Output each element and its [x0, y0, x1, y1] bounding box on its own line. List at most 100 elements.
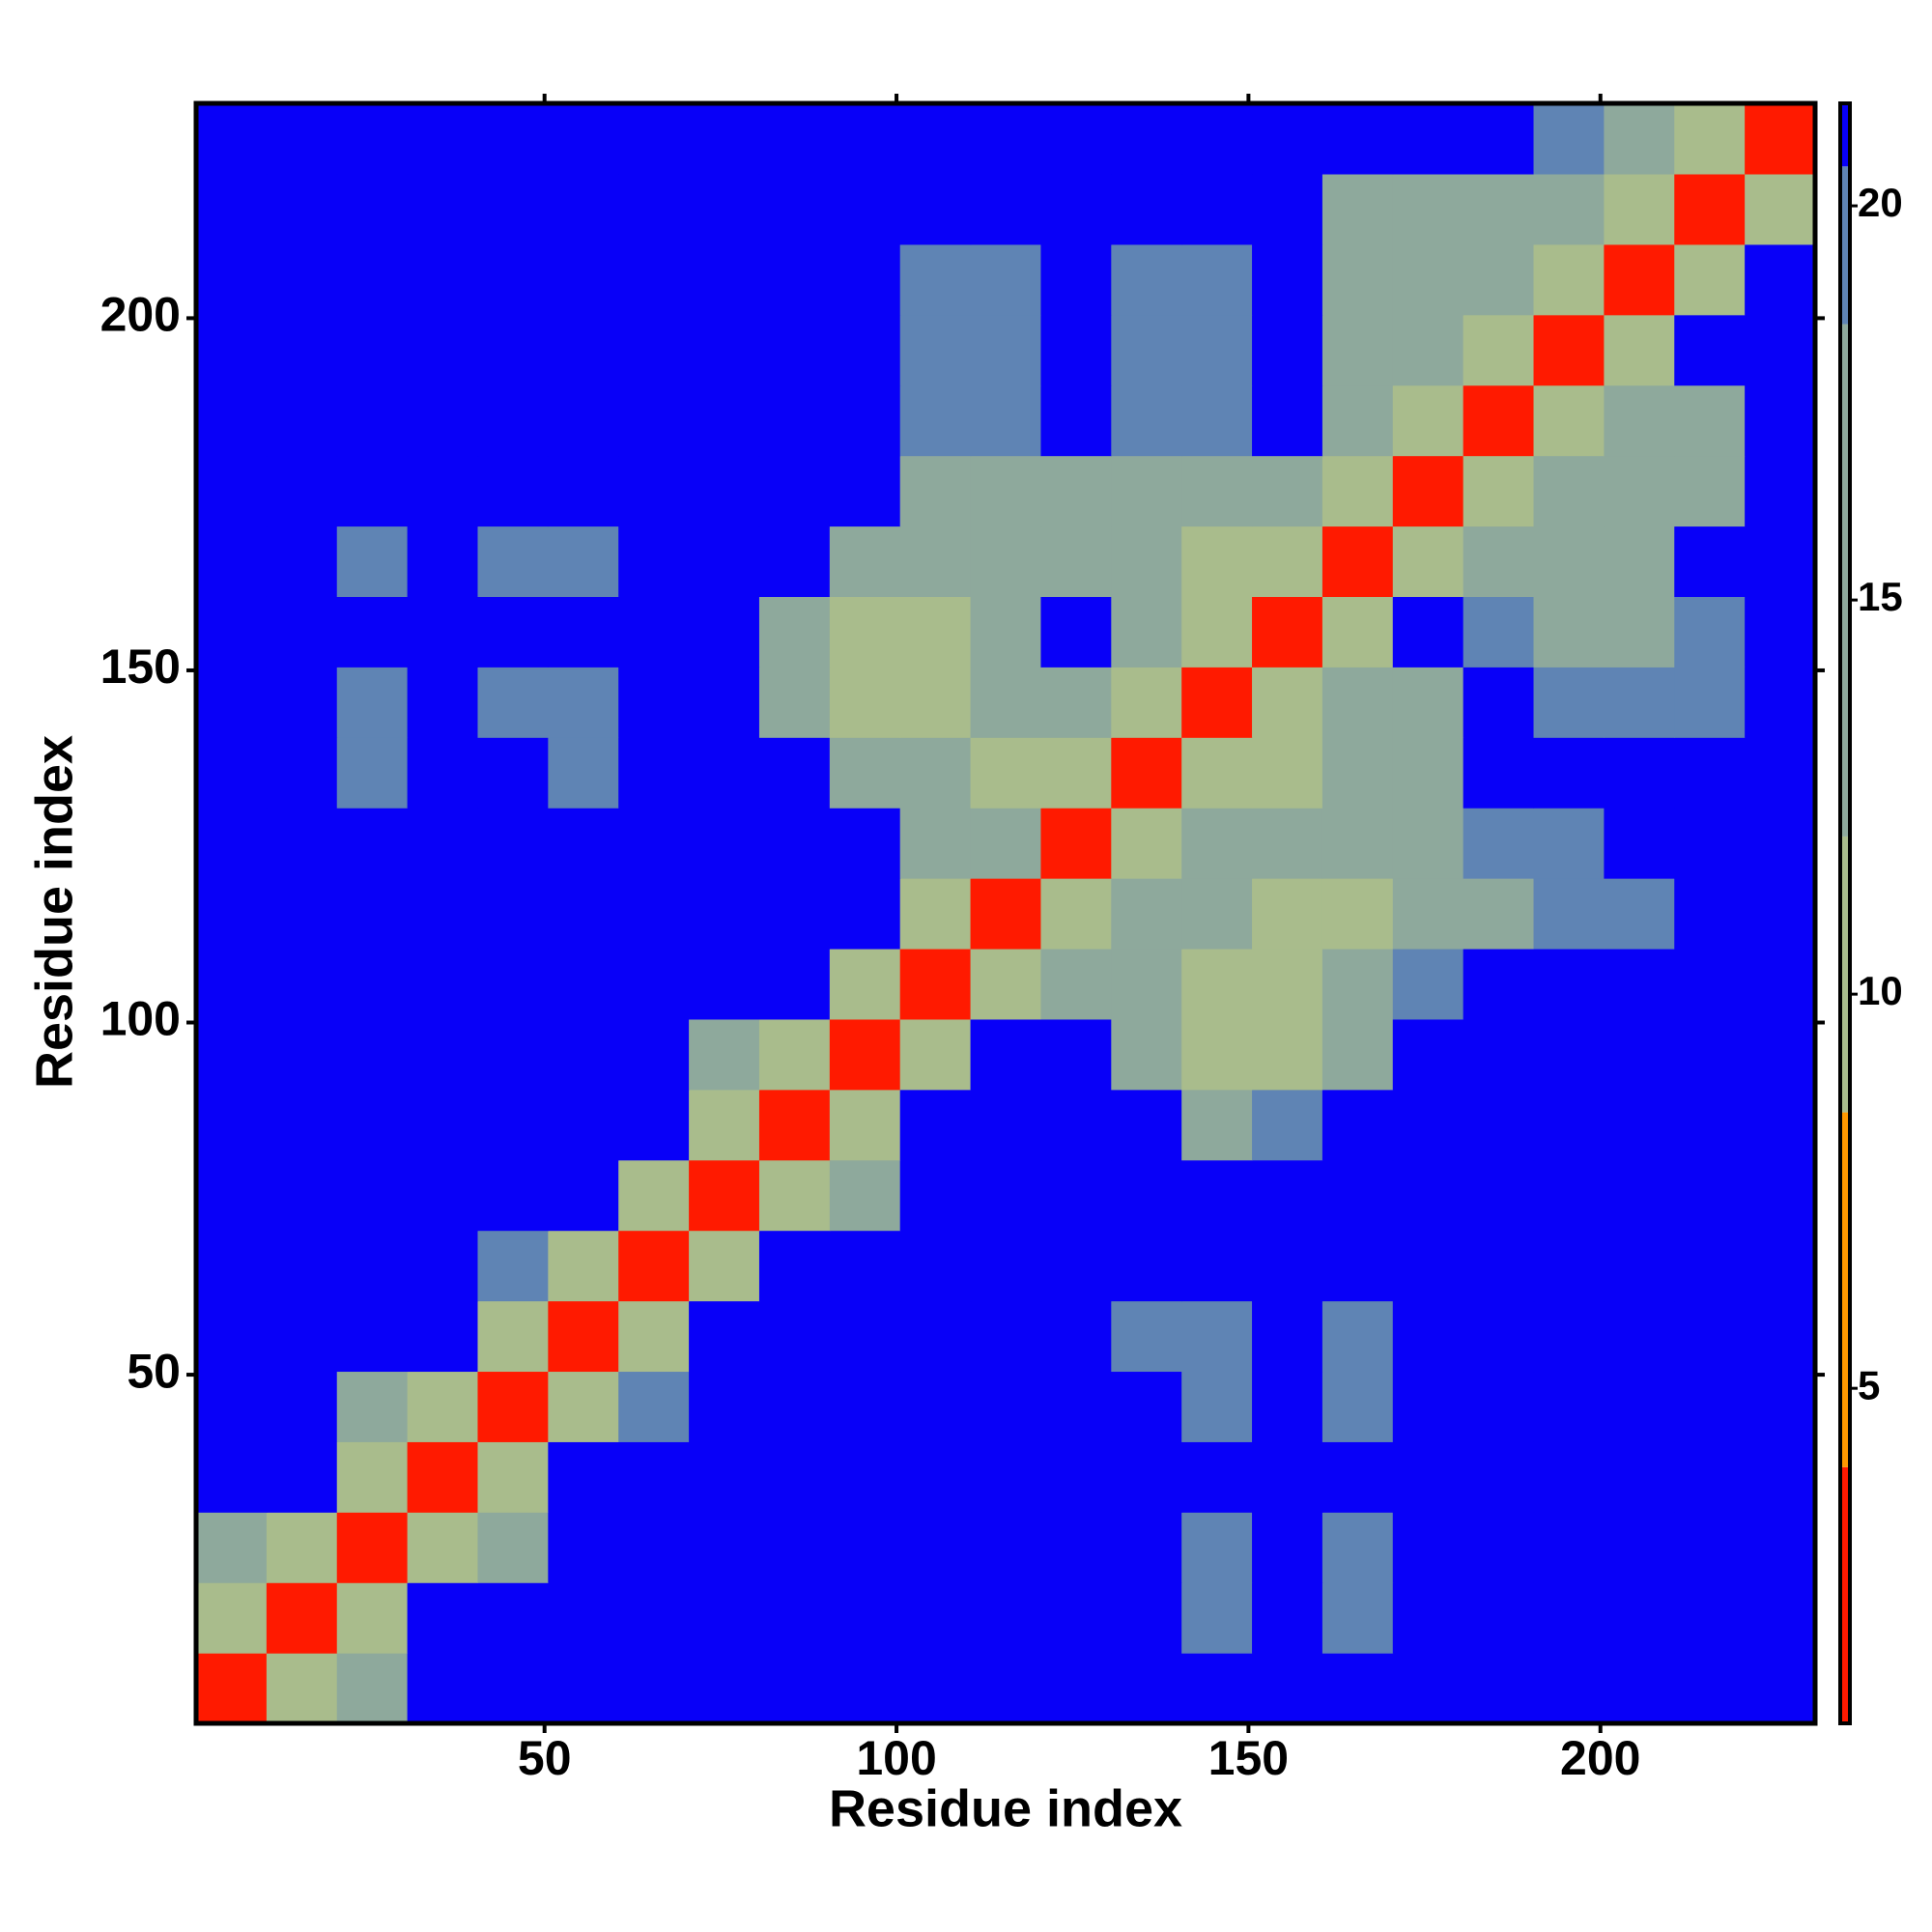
heatmap-cell	[829, 1018, 901, 1091]
heatmap-cell	[1533, 1300, 1605, 1373]
heatmap-cell	[1745, 808, 1816, 879]
heatmap-cell	[1040, 878, 1112, 950]
heatmap-cell	[1392, 526, 1464, 597]
heatmap-cell	[970, 596, 1042, 668]
heatmap-cell	[689, 243, 760, 316]
heatmap-cell	[1463, 1653, 1535, 1724]
heatmap-cell	[1745, 173, 1816, 245]
heatmap-cell	[477, 526, 549, 597]
heatmap-cell	[407, 1159, 479, 1232]
heatmap-cell	[899, 455, 972, 527]
heatmap-cell	[1533, 243, 1605, 316]
heatmap-cell	[689, 1159, 760, 1232]
heatmap-cell	[336, 314, 409, 386]
colorbar-band	[1840, 324, 1850, 837]
plot-frame	[193, 100, 1818, 1726]
heatmap-cell	[899, 808, 972, 879]
heatmap-cell	[477, 808, 549, 879]
heatmap-cell	[1745, 1230, 1816, 1302]
heatmap-cell	[548, 455, 619, 527]
heatmap-cell	[1533, 173, 1605, 245]
heatmap-cell	[196, 808, 268, 879]
heatmap-cell	[1533, 314, 1605, 386]
heatmap-cell	[1252, 1371, 1323, 1442]
heatmap-cell	[689, 173, 760, 245]
heatmap-cell	[758, 1159, 831, 1232]
heatmap-cell	[196, 1300, 268, 1373]
heatmap-cell	[899, 667, 972, 738]
heatmap-cell	[1040, 173, 1112, 245]
heatmap-cell	[1321, 1300, 1394, 1373]
x-tick-label: 150	[1208, 1731, 1289, 1785]
heatmap-cell	[899, 173, 972, 245]
heatmap-cell	[829, 1371, 901, 1442]
heatmap-cell	[1745, 667, 1816, 738]
heatmap-cell	[618, 1441, 690, 1513]
heatmap-cell	[1040, 596, 1112, 668]
heatmap-cell	[1181, 1300, 1253, 1373]
heatmap-cell	[1181, 737, 1253, 809]
heatmap-cell	[1252, 1018, 1323, 1091]
heatmap-cell	[1392, 596, 1464, 668]
heatmap-cell	[1321, 1582, 1394, 1654]
heatmap-cell	[1181, 1441, 1253, 1513]
heatmap-cell	[266, 314, 338, 386]
heatmap-cell	[1533, 737, 1605, 809]
heatmap-cell	[1392, 1230, 1464, 1302]
heatmap-cell	[1111, 1371, 1182, 1442]
heatmap-cell	[618, 314, 690, 386]
heatmap-cell	[618, 1300, 690, 1373]
heatmap-cell	[1181, 667, 1253, 738]
heatmap-cell	[758, 596, 831, 668]
heatmap-cell	[477, 878, 549, 950]
heatmap-cell	[1604, 1582, 1675, 1654]
heatmap-cell	[1040, 1371, 1112, 1442]
heatmap-cell	[196, 455, 268, 527]
heatmap-cell	[266, 948, 338, 1020]
heatmap-cell	[266, 1159, 338, 1232]
heatmap-cell	[407, 878, 479, 950]
heatmap-cell	[1463, 878, 1535, 950]
heatmap-cell	[336, 173, 409, 245]
heatmap-cell	[407, 1512, 479, 1583]
heatmap-cell	[618, 808, 690, 879]
heatmap-cell	[1604, 243, 1675, 316]
x-axis-title: Residue index	[829, 1779, 1182, 1837]
heatmap-cell	[1604, 1371, 1675, 1442]
heatmap-cell	[1181, 243, 1253, 316]
heatmap-cell	[758, 455, 831, 527]
heatmap-cell	[970, 1371, 1042, 1442]
heatmap-cell	[1111, 667, 1182, 738]
heatmap-cell	[1111, 103, 1182, 175]
heatmap-cell	[266, 808, 338, 879]
heatmap-cell	[1181, 1371, 1253, 1442]
heatmap-cell	[1674, 1300, 1746, 1373]
heatmap-cell	[1463, 737, 1535, 809]
heatmap-cell	[266, 737, 338, 809]
heatmap-cell	[1674, 1230, 1746, 1302]
heatmap-cell	[548, 1089, 619, 1161]
heatmap-cell	[1252, 1441, 1323, 1513]
heatmap-cell	[266, 243, 338, 316]
heatmap-cell	[1181, 808, 1253, 879]
heatmap-cell	[1604, 1441, 1675, 1513]
heatmap-cell	[1392, 1300, 1464, 1373]
heatmap-cell	[1604, 878, 1675, 950]
heatmap-cell	[548, 878, 619, 950]
heatmap-cell	[196, 526, 268, 597]
heatmap-cell	[477, 314, 549, 386]
heatmap-cell	[548, 1230, 619, 1302]
heatmap-cell	[970, 1441, 1042, 1513]
heatmap-cell	[1674, 1441, 1746, 1513]
heatmap-cell	[758, 526, 831, 597]
heatmap-cell	[407, 808, 479, 879]
heatmap-cell	[266, 1089, 338, 1161]
heatmap-cell	[689, 455, 760, 527]
heatmap-cell	[407, 667, 479, 738]
colorbar-band	[1840, 166, 1850, 325]
heatmap-cell	[1604, 737, 1675, 809]
heatmap-cell	[829, 737, 901, 809]
y-axis-title: Residue index	[25, 735, 83, 1089]
heatmap-cell	[266, 1653, 338, 1724]
heatmap-cell	[899, 103, 972, 175]
